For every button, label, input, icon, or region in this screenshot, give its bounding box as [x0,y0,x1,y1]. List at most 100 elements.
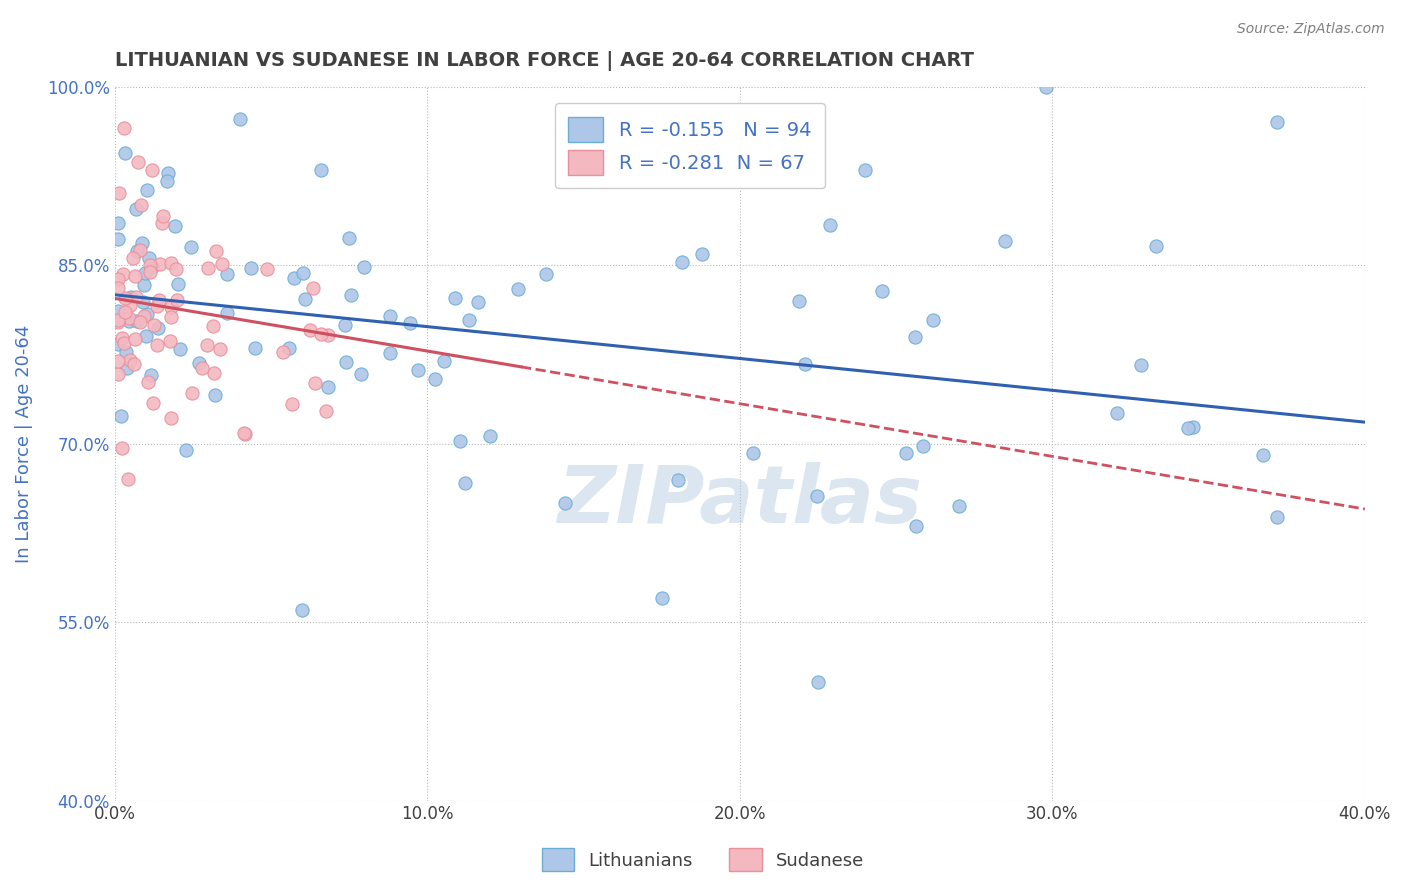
Point [315,404,337,418]
Point [112,268,135,282]
Point [107,313,129,327]
Point [139,258,162,272]
Point [651,591,673,606]
Point [316,327,339,342]
Point [245,342,267,356]
Point [136,375,159,389]
Point [1265,509,1288,524]
Point [921,313,943,327]
Point [807,674,830,689]
Point [202,318,225,333]
Point [235,427,257,442]
Point [107,337,129,351]
Point [692,247,714,261]
Point [134,277,156,292]
Point [204,388,226,402]
Point [304,376,326,390]
Legend: Lithuanians, Sudanese: Lithuanians, Sudanese [534,841,872,879]
Point [111,331,134,345]
Point [209,342,232,356]
Point [820,218,842,232]
Point [111,441,134,455]
Point [166,293,188,308]
Point [1177,420,1199,434]
Point [433,354,456,368]
Point [904,329,927,343]
Point [181,386,204,401]
Point [163,219,186,234]
Point [114,145,136,160]
Point [139,265,162,279]
Point [149,257,172,271]
Point [948,499,970,513]
Point [291,603,314,617]
Point [350,367,373,381]
Point [157,166,180,180]
Point [107,186,129,201]
Point [316,380,339,394]
Point [806,489,828,503]
Point [107,232,129,246]
Point [217,305,239,319]
Point [449,434,471,449]
Point [1182,420,1205,434]
Point [301,281,323,295]
Point [132,295,155,310]
Point [107,216,129,230]
Point [283,271,305,285]
Point [136,308,159,322]
Point [789,294,811,309]
Point [114,305,136,319]
Point [894,446,917,460]
Point [120,352,142,367]
Point [1265,115,1288,129]
Point [337,231,360,245]
Point [107,271,129,285]
Point [124,358,146,372]
Point [333,318,356,332]
Point [132,309,155,323]
Point [165,261,187,276]
Point [125,202,148,216]
Point [1144,239,1167,253]
Point [118,298,141,312]
Point [107,367,129,381]
Point [458,313,481,327]
Point [794,357,817,371]
Point [378,346,401,360]
Point [160,256,183,270]
Text: ZIPatlas: ZIPatlas [557,462,922,540]
Point [202,366,225,380]
Point [554,496,576,510]
Point [506,282,529,296]
Point [309,163,332,178]
Point [853,162,876,177]
Point [128,315,150,329]
Point [107,304,129,318]
Point [138,251,160,265]
Point [121,251,143,265]
Point [239,260,262,275]
Point [174,443,197,458]
Point [135,329,157,343]
Point [129,198,152,212]
Point [1251,448,1274,462]
Point [191,361,214,376]
Point [911,439,934,453]
Point [1035,79,1057,94]
Point [1129,358,1152,372]
Point [905,519,928,533]
Point [128,243,150,257]
Point [353,260,375,274]
Point [136,183,159,197]
Point [309,326,332,341]
Point [142,395,165,409]
Point [211,257,233,271]
Point [534,267,557,281]
Point [1105,406,1128,420]
Point [380,309,402,323]
Point [120,290,142,304]
Point [339,288,361,302]
Point [256,262,278,277]
Point [114,291,136,305]
